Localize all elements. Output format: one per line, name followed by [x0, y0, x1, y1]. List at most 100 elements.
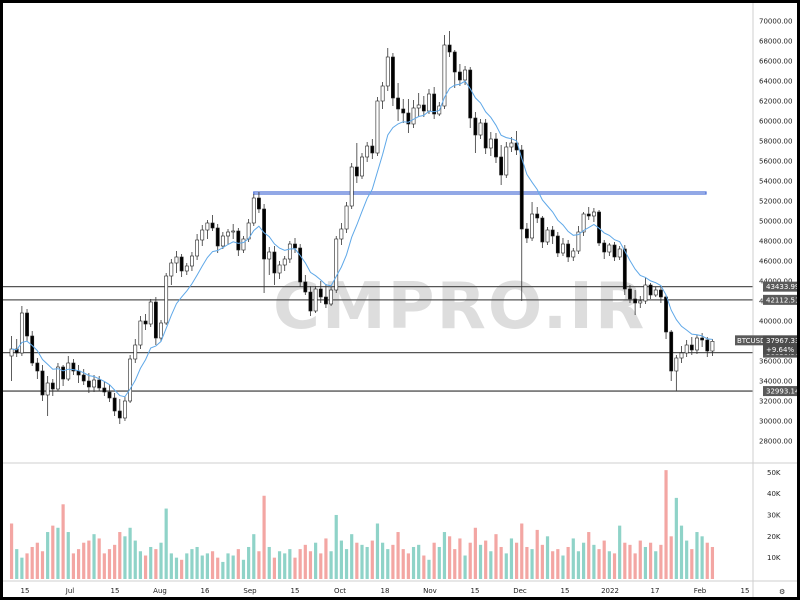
volume-bar — [484, 540, 488, 579]
level-price-tag-bg — [763, 386, 800, 397]
volume-bar — [705, 542, 709, 579]
volume-bar — [334, 514, 338, 579]
price-tick-label: 68000.00 — [759, 38, 792, 46]
volume-bar — [180, 559, 184, 579]
candle-body — [592, 211, 596, 217]
time-tick-label: 16 — [201, 587, 210, 595]
volume-bar — [283, 553, 287, 579]
candle-body — [561, 243, 565, 254]
volume-bar — [107, 549, 112, 579]
volume-bar — [97, 538, 101, 579]
volume-bar — [659, 544, 663, 579]
volume-bar — [489, 551, 493, 579]
candle-body — [602, 242, 607, 253]
candle-body — [344, 205, 349, 230]
candle-body — [9, 348, 14, 357]
volume-bar — [556, 549, 560, 579]
volume-bar — [329, 551, 333, 579]
volume-bar — [324, 538, 328, 579]
volume-bar — [566, 546, 570, 579]
volume-bar — [169, 553, 173, 579]
volume-bar — [411, 546, 416, 579]
candle-body — [287, 243, 292, 260]
candle-body — [97, 379, 102, 389]
candle-body — [282, 258, 287, 266]
volume-bar — [551, 551, 555, 579]
volume-bar — [102, 553, 106, 579]
candle-body — [705, 339, 710, 352]
price-chart[interactable]: CMPRO.IR 70000.00 68000.00 66000.00 64000.0… — [3, 3, 800, 597]
volume-bar — [195, 546, 199, 579]
price-tick-label: 58000.00 — [759, 138, 792, 146]
candle-body — [365, 145, 370, 158]
candle-body — [35, 362, 40, 372]
settings-gear-icon[interactable]: ⚙ — [779, 588, 785, 596]
volume-bar — [571, 538, 575, 579]
candle-body — [334, 238, 339, 291]
time-tick-label: Nov — [423, 587, 437, 595]
volume-bar — [427, 559, 431, 579]
volume-bar — [391, 544, 395, 579]
candle-body — [576, 231, 581, 252]
volume-bar — [602, 540, 606, 579]
time-tick-label: 18 — [381, 587, 390, 595]
candle-body — [468, 69, 473, 119]
volume-bar — [587, 532, 591, 579]
candle-body — [638, 300, 643, 304]
volume-bar — [643, 546, 648, 579]
volume-bar — [149, 546, 153, 579]
volume-bar — [82, 542, 86, 579]
candle-body — [535, 213, 540, 219]
candle-body — [133, 344, 138, 360]
candle-body — [174, 256, 179, 264]
candle-body — [241, 238, 246, 251]
candle-body — [360, 156, 364, 177]
volume-bar — [272, 557, 276, 579]
candle-body — [674, 357, 679, 372]
candle-body — [236, 230, 241, 251]
candle-body — [210, 222, 215, 229]
volume-bar — [695, 532, 699, 579]
candle-body — [447, 44, 452, 53]
candle-body — [112, 397, 117, 412]
volume-bar — [56, 527, 60, 579]
volume-bar — [669, 536, 673, 579]
time-tick-label: 15 — [111, 587, 120, 595]
candle-body — [401, 108, 406, 114]
volume-bar — [15, 549, 19, 579]
volume-bar — [262, 495, 266, 579]
candle-body — [81, 374, 86, 382]
candle-body — [540, 217, 545, 243]
volume-bar — [561, 555, 565, 579]
volume-bar — [350, 534, 354, 579]
candle-body — [66, 362, 71, 380]
candle-body — [298, 247, 303, 283]
volume-bar — [174, 557, 179, 579]
candle-body — [555, 235, 560, 254]
candle-body — [272, 251, 277, 274]
candle-body — [92, 379, 96, 388]
candle-body — [220, 235, 225, 247]
candle-body — [354, 166, 359, 177]
volume-bar — [690, 549, 694, 579]
candle-body — [519, 149, 524, 230]
volume-bar — [592, 544, 596, 579]
candle-body — [349, 166, 354, 207]
volume-bar — [210, 551, 215, 579]
volume-bar — [525, 546, 529, 579]
volume-bar — [40, 551, 45, 579]
volume-bar — [159, 542, 163, 579]
price-tick-label: 48000.00 — [759, 238, 792, 246]
price-tick-label: 40000.00 — [759, 318, 792, 326]
price-tick-label: 54000.00 — [759, 178, 792, 186]
volume-bar — [118, 532, 122, 579]
candle-body — [123, 400, 127, 419]
time-tick-label: 15 — [741, 587, 750, 595]
candle-body — [117, 410, 122, 419]
candle-body — [190, 255, 194, 267]
price-tick-label: 60000.00 — [759, 118, 792, 126]
candle-body — [664, 296, 668, 333]
volume-bar — [190, 549, 194, 579]
volume-bar — [515, 542, 519, 579]
candle-body — [571, 250, 576, 258]
